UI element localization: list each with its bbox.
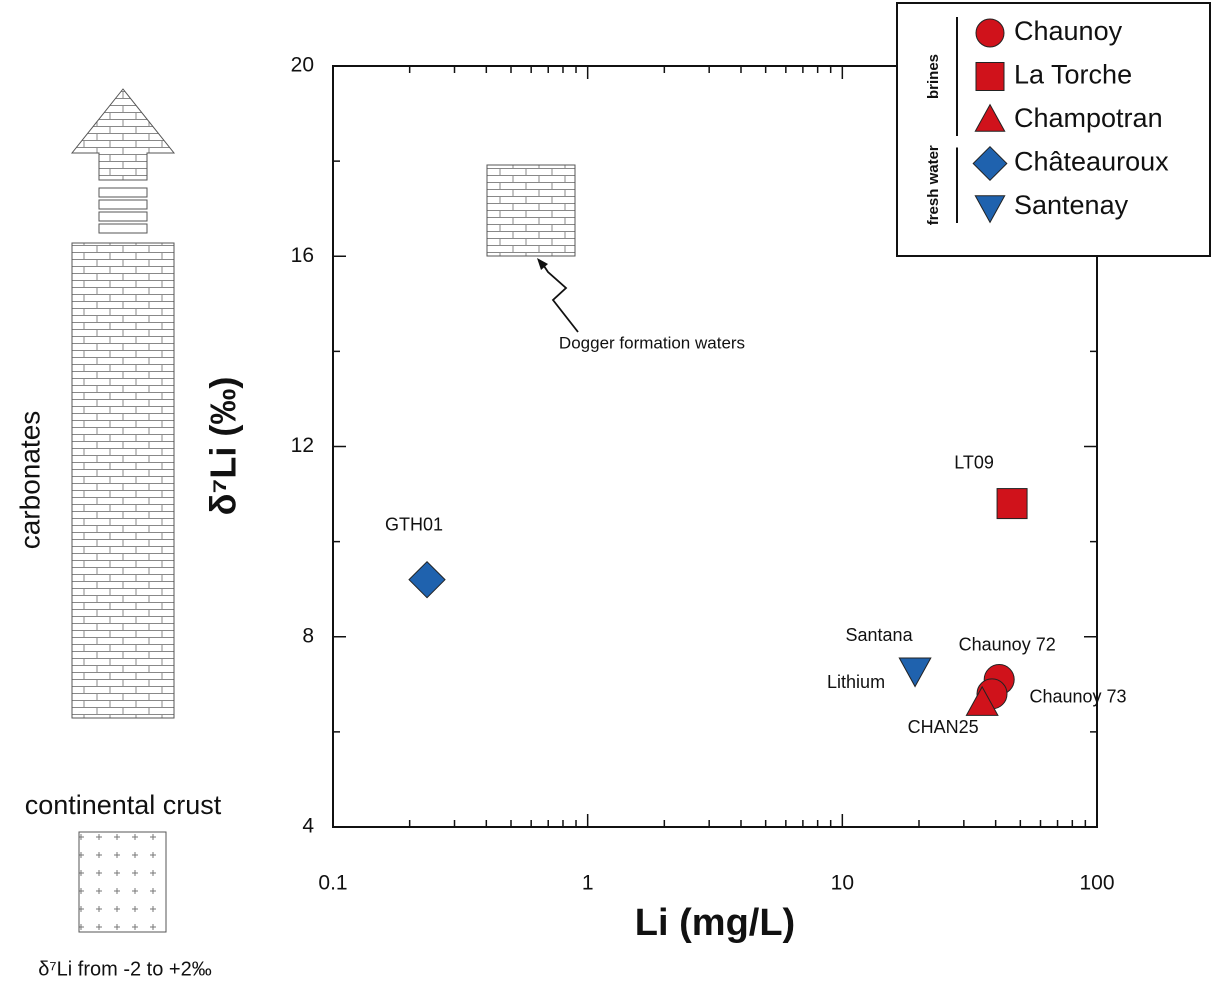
legend-box (896, 2, 1211, 257)
legend-marker (974, 103, 1006, 132)
point-label: Santana (846, 625, 914, 645)
y-tick-label: 4 (302, 815, 314, 838)
y-tick-label: 20 (291, 54, 314, 77)
dogger-arrow (541, 262, 579, 333)
legend-label: Chaunoy (1014, 16, 1123, 46)
legend-label: Champotran (1014, 103, 1163, 133)
carbonate-column (71, 242, 175, 719)
legend-group-label: brines (925, 54, 942, 99)
arrow-head (70, 88, 176, 181)
brick-bar (98, 187, 148, 198)
legend-label: Santenay (1014, 190, 1129, 220)
data-point (965, 685, 999, 716)
legend-marker (972, 145, 1008, 182)
legend-marker (975, 62, 1005, 91)
point-label: GTH01 (385, 514, 443, 534)
x-tick-label: 0.1 (318, 872, 347, 895)
point-label: Lithium (827, 672, 885, 692)
point-label: Chaunoy 72 (959, 634, 1056, 654)
legend-label: La Torche (1014, 60, 1132, 90)
point-label: LT09 (954, 452, 994, 472)
brick-bar (98, 223, 148, 234)
point-label: Chaunoy 73 (1029, 687, 1126, 707)
legend-marker (975, 18, 1005, 48)
x-tick-label: 10 (831, 872, 854, 895)
plot: 0.1 1 10 100 4 8 12 16 20 Chaunoy 72 Chaunoy 73 LT0… (291, 54, 1127, 895)
point-label: CHAN25 (908, 717, 979, 737)
dogger-label: Dogger formation waters (559, 333, 745, 352)
x-axis-label: Li (mg/L) (635, 902, 795, 944)
y-tick-label: 8 (302, 624, 314, 647)
x-tick-label: 1 (582, 872, 594, 895)
legend-label: Châteauroux (1014, 147, 1169, 177)
carbonates-label: carbonates (14, 411, 45, 550)
crust-label: continental crust (25, 790, 222, 820)
y-tick-label: 16 (291, 244, 314, 267)
brick-bar (98, 211, 148, 222)
x-tick-label: 100 (1079, 872, 1114, 895)
legend-marker (974, 195, 1006, 224)
data-point (898, 657, 932, 688)
dogger-arrow-head (537, 258, 548, 270)
y-axis-label: δ⁷Li (‰) (203, 377, 244, 516)
data-point (408, 560, 446, 599)
brick-bar (98, 199, 148, 210)
crust-box (78, 831, 167, 933)
y-tick-label: 12 (291, 434, 314, 457)
dogger-box (486, 164, 576, 257)
legend: Chaunoy La Torche Champotran Châteauroux San… (896, 2, 1211, 257)
legend-group-label: fresh water (925, 145, 942, 225)
crust-range: δ⁷Li from -2 to +2‰ (38, 958, 211, 980)
data-point (996, 488, 1028, 520)
